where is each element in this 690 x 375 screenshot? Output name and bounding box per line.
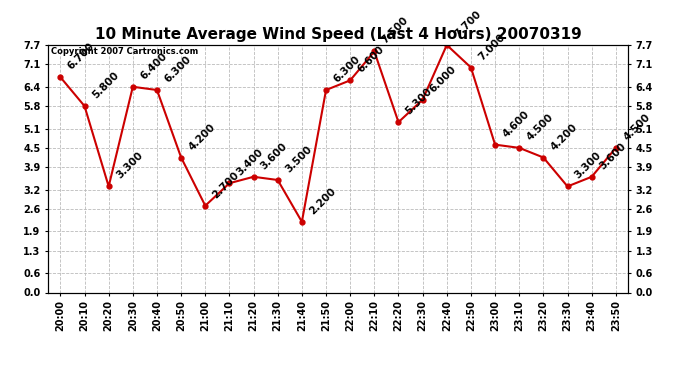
Text: 3.600: 3.600 bbox=[259, 141, 290, 171]
Text: 3.300: 3.300 bbox=[115, 150, 145, 181]
Text: 7.000: 7.000 bbox=[477, 32, 507, 62]
Text: 6.300: 6.300 bbox=[332, 54, 362, 84]
Text: 6.400: 6.400 bbox=[139, 51, 169, 81]
Text: 7.700: 7.700 bbox=[453, 9, 483, 39]
Text: 3.300: 3.300 bbox=[573, 150, 604, 181]
Title: 10 Minute Average Wind Speed (Last 4 Hours) 20070319: 10 Minute Average Wind Speed (Last 4 Hou… bbox=[95, 27, 582, 42]
Text: 6.600: 6.600 bbox=[356, 44, 386, 75]
Text: 4.200: 4.200 bbox=[549, 122, 580, 152]
Text: 5.800: 5.800 bbox=[90, 70, 121, 100]
Text: 4.200: 4.200 bbox=[187, 122, 217, 152]
Text: 2.700: 2.700 bbox=[211, 170, 241, 200]
Text: Copyright 2007 Cartronics.com: Copyright 2007 Cartronics.com bbox=[51, 48, 199, 57]
Text: 2.200: 2.200 bbox=[308, 186, 338, 216]
Text: 6.000: 6.000 bbox=[428, 64, 459, 94]
Text: 6.300: 6.300 bbox=[163, 54, 193, 84]
Text: 7.500: 7.500 bbox=[380, 15, 411, 46]
Text: 5.300: 5.300 bbox=[404, 86, 435, 117]
Text: 3.500: 3.500 bbox=[284, 144, 314, 174]
Text: 3.600: 3.600 bbox=[598, 141, 628, 171]
Text: 4.500: 4.500 bbox=[622, 112, 652, 142]
Text: 4.600: 4.600 bbox=[501, 109, 531, 139]
Text: 3.400: 3.400 bbox=[235, 147, 266, 178]
Text: 6.700: 6.700 bbox=[66, 41, 97, 72]
Text: 4.500: 4.500 bbox=[525, 112, 555, 142]
